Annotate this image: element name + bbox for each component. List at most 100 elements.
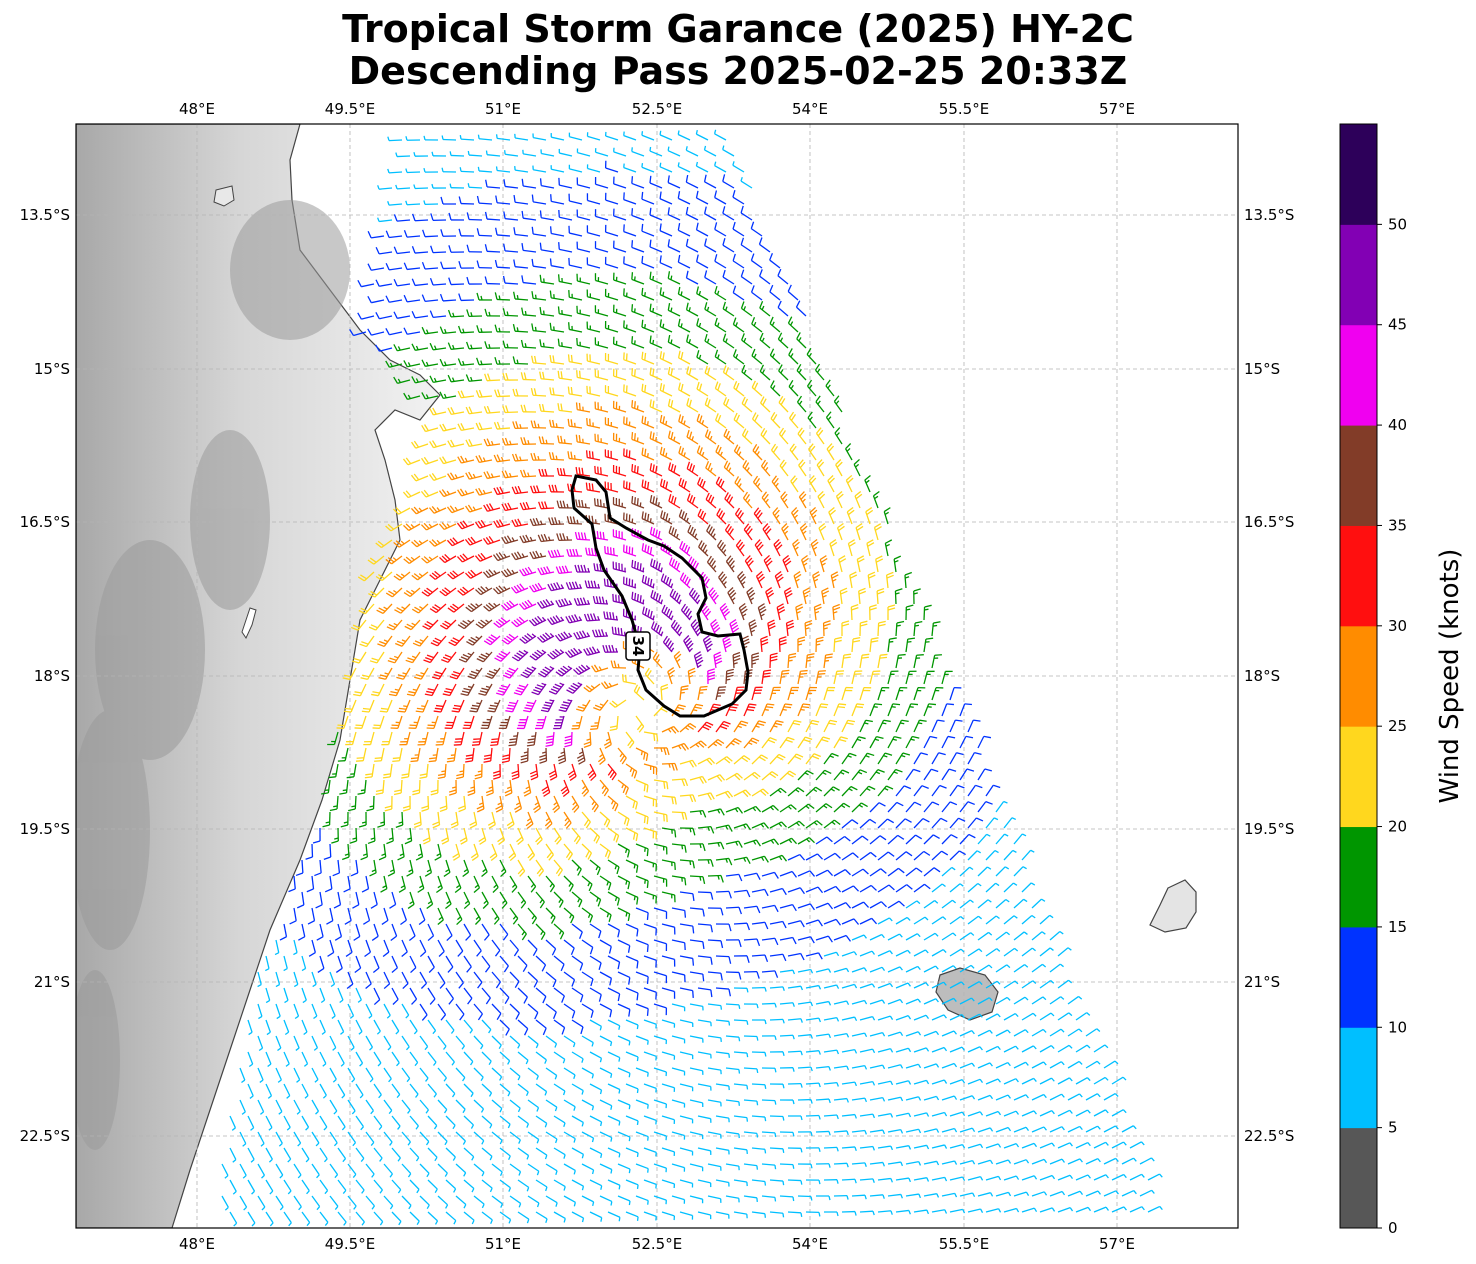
wind-barb <box>385 328 403 336</box>
wind-barb <box>612 529 627 541</box>
wind-barb <box>532 133 547 141</box>
wind-barb <box>604 385 619 397</box>
wind-barb <box>732 253 745 269</box>
wind-barb <box>539 371 555 381</box>
wind-barb <box>403 523 421 532</box>
wind-barb <box>714 161 727 173</box>
wind-barb <box>696 445 709 461</box>
wind-barb <box>787 316 799 333</box>
wind-barb <box>567 451 583 461</box>
wind-barb <box>773 538 783 557</box>
wind-barb <box>428 506 447 514</box>
wind-barb <box>623 131 637 141</box>
wind-barb <box>631 368 645 381</box>
colorbar-tick-label: 50 <box>1388 215 1407 233</box>
wind-barb <box>777 332 789 349</box>
wind-barb <box>594 465 609 477</box>
wind-barb <box>522 149 537 157</box>
wind-barb <box>724 523 735 541</box>
wind-barb <box>385 523 403 532</box>
wind-barb <box>686 398 699 413</box>
wind-barb <box>405 168 421 174</box>
wind-barb <box>557 403 573 413</box>
wind-barb <box>512 356 529 365</box>
wind-barb <box>512 291 529 301</box>
wind-barb <box>458 196 475 205</box>
wind-barb <box>612 336 627 349</box>
wind-barb <box>557 370 573 381</box>
wind-barb <box>385 360 403 368</box>
wind-barb <box>659 446 673 461</box>
wind-barb <box>838 555 847 573</box>
wind-barb <box>441 135 457 141</box>
wind-barb <box>549 419 565 429</box>
wind-barb <box>594 177 609 189</box>
wind-barb <box>446 537 465 547</box>
wind-barb <box>511 485 529 495</box>
wind-barb <box>677 318 691 333</box>
wind-barb <box>413 184 429 190</box>
wind-barb <box>631 240 645 253</box>
wind-barb <box>405 136 421 141</box>
wind-barb <box>604 160 619 173</box>
colorbar-segment <box>1340 324 1377 426</box>
wind-barb <box>410 473 429 482</box>
wind-34kt-label-text: 34 <box>629 636 647 657</box>
wind-barb <box>465 471 483 480</box>
longitude-labels-bottom: 48°E 49.5°E 51°E 52.5°E 54°E 55.5°E 57°E <box>179 1235 1135 1253</box>
wind-barb <box>762 523 772 541</box>
wind-barb <box>568 164 583 173</box>
wind-barb <box>531 323 547 333</box>
wind-barb <box>801 554 809 573</box>
wind-barb <box>677 286 691 301</box>
wind-barb <box>540 149 555 157</box>
wind-barb <box>476 325 493 333</box>
wind-barb <box>613 208 627 221</box>
wind-barb <box>576 337 591 349</box>
wind-barb <box>484 244 501 253</box>
wind-barb <box>430 245 447 254</box>
wind-barb <box>385 555 403 565</box>
wind-barb <box>575 466 591 477</box>
wind-barb <box>439 587 457 597</box>
tick-label: 55.5°E <box>939 100 989 118</box>
wind-barb <box>667 207 681 221</box>
wind-barb <box>733 444 745 461</box>
wind-barb <box>557 435 573 445</box>
wind-barb <box>772 507 781 525</box>
wind-barb <box>760 428 771 445</box>
wind-barb <box>548 452 565 461</box>
mauritius-island <box>1149 879 1197 933</box>
wind-barb <box>465 374 483 382</box>
wind-barb <box>594 273 609 285</box>
wind-barb <box>513 194 529 205</box>
wind-barb <box>568 225 583 237</box>
wind-barb <box>441 167 457 173</box>
wind-barb <box>750 253 763 269</box>
wind-barb <box>387 136 403 142</box>
wind-barb <box>705 492 717 509</box>
wind-barb <box>429 539 447 547</box>
wind-barb <box>568 257 583 269</box>
wind-barb <box>631 176 645 189</box>
wind-barb <box>594 433 609 445</box>
wind-barb <box>484 341 501 349</box>
wind-barb <box>438 489 457 498</box>
wind-barb <box>751 348 763 365</box>
wind-barb <box>494 227 511 237</box>
wind-barb <box>448 212 465 221</box>
wind-barb <box>678 446 691 461</box>
latitude-labels-right: 13.5°S 15°S 16.5°S 18°S 19.5°S 21°S 22.5°S <box>1244 206 1294 1145</box>
wind-barb <box>393 278 411 287</box>
map-plot-area: 34 <box>76 124 1238 1228</box>
wind-barb <box>686 366 699 381</box>
wind-barb <box>819 555 828 573</box>
tick-label: 52.5°E <box>632 100 682 118</box>
wind-barb <box>548 484 565 493</box>
wind-barb <box>797 427 807 445</box>
map-title-line-2: Descending Pass 2025-02-25 20:33Z <box>348 49 1128 93</box>
wind-barb <box>641 319 655 333</box>
wind-barb <box>429 375 447 383</box>
wind-barb <box>568 322 583 333</box>
colorbar-segment <box>1340 1127 1377 1229</box>
